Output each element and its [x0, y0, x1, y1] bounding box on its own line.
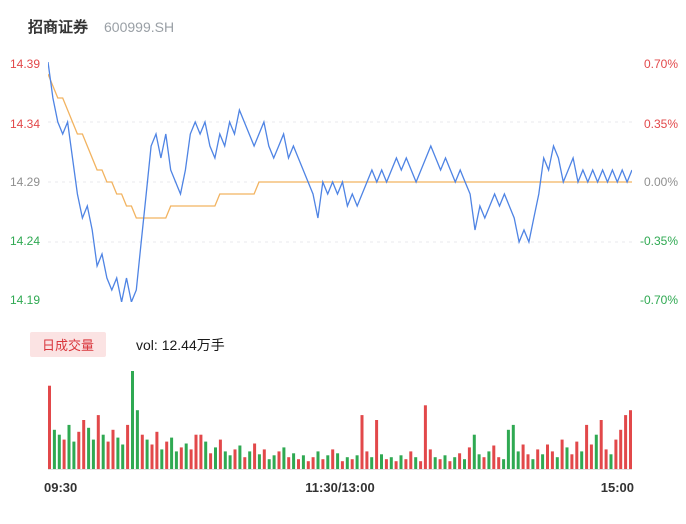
stock-name: 招商证券	[28, 19, 89, 36]
price-axis-label-upper: 14.34	[10, 117, 41, 131]
price-chart[interactable]	[48, 62, 632, 302]
price-axis-label-high: 14.39	[10, 57, 41, 71]
header: 招商证券 600999.SH	[28, 16, 174, 37]
volume-legend: 日成交量 vol: 12.44万手	[30, 332, 225, 357]
pct-axis-label-high: 0.70%	[643, 57, 678, 71]
x-tick-mid: 11:30/13:00	[305, 480, 375, 495]
price-axis-label-prevclose: 14.29	[10, 175, 41, 189]
price-axis-label-low: 14.19	[10, 293, 41, 307]
volume-tab-badge[interactable]: 日成交量	[30, 332, 107, 357]
stock-code: 600999.SH	[104, 19, 175, 35]
price-axis-label-lower: 14.24	[10, 234, 41, 248]
x-tick-open: 09:30	[44, 480, 78, 495]
pct-axis-label-lower: -0.35%	[639, 234, 678, 248]
time-axis: 09:30 11:30/13:00 15:00	[0, 480, 686, 498]
volume-readout: vol: 12.44万手	[136, 336, 225, 353]
pct-axis-label-low: -0.70%	[639, 293, 678, 307]
pct-axis-label-zero: 0.00%	[643, 175, 678, 189]
volume-chart[interactable]	[48, 368, 632, 470]
x-tick-close: 15:00	[600, 480, 634, 495]
pct-axis-label-upper: 0.35%	[643, 117, 678, 131]
